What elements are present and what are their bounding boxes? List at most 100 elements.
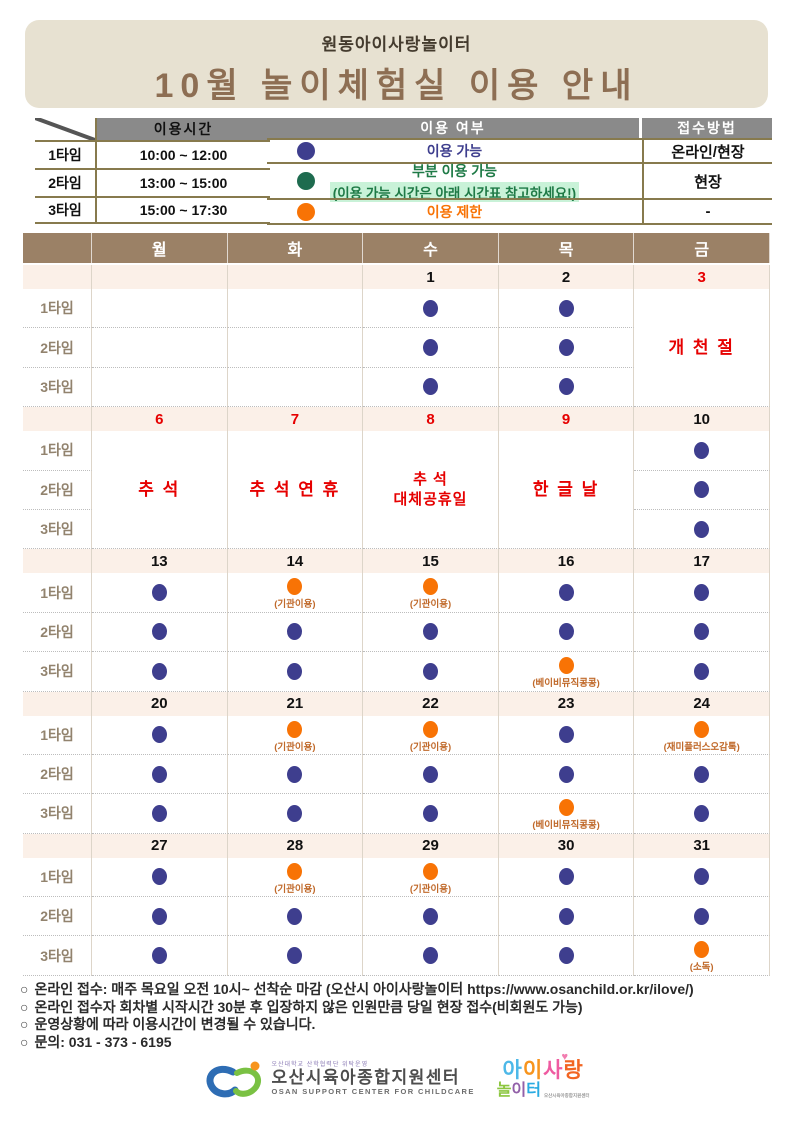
date-cell: 31 — [634, 833, 770, 858]
time-label-cell: 3타임 — [23, 509, 92, 550]
calendar-cell — [92, 794, 228, 834]
restricted-dot-icon — [558, 799, 574, 817]
holiday-label: 추 석 — [138, 479, 181, 499]
usage-time-table: 이용시간 1타임 10:00 ~ 12:00 2타임 13:00 ~ 15:00… — [35, 118, 270, 224]
available-dot-icon — [287, 662, 303, 680]
available-dot-icon — [558, 584, 574, 602]
restriction-note: (기관이용) — [409, 741, 452, 753]
restriction-note: (기관이용) — [409, 599, 452, 611]
time-label-cell: 2타임 — [23, 754, 92, 795]
calendar-cell: (기관이용) — [227, 715, 364, 755]
calendar-cell — [92, 612, 228, 653]
restriction-note: (기관이용) — [274, 741, 316, 753]
calendar-cell — [634, 652, 770, 692]
available-dot-icon — [694, 662, 710, 680]
time-label-cell: 1타임 — [23, 573, 92, 613]
calendar-cell — [634, 431, 770, 471]
calendar-cell: (기관이용) — [363, 573, 499, 613]
calendar-cell — [634, 470, 770, 510]
note-line: ○ 온라인 접수자 회차별 시작시간 30분 후 입장하지 않은 인원만큼 당일 … — [20, 999, 694, 1017]
calendar-cell: (기관이용) — [227, 573, 364, 613]
restricted-dot-icon — [422, 578, 438, 596]
date-cell: 27 — [92, 833, 228, 858]
date-label-cell — [23, 265, 92, 289]
calendar-cell — [498, 573, 635, 613]
sc-swoosh-icon — [207, 1061, 262, 1098]
date-cell: 20 — [92, 691, 228, 716]
calendar-cell — [363, 794, 499, 834]
time-label-cell: 1타임 — [23, 857, 92, 898]
available-dot-icon — [287, 804, 303, 822]
available-dot-icon — [694, 623, 710, 641]
calendar-cell — [363, 652, 499, 692]
available-dot-icon — [422, 947, 438, 965]
calendar-cell — [498, 715, 635, 755]
date-cell: 16 — [498, 549, 635, 574]
calendar-cell — [92, 754, 228, 795]
holiday-cell: 추 석 — [92, 431, 228, 550]
available-dot-icon — [558, 623, 574, 641]
availability-header: 이용 여부 — [267, 118, 642, 138]
calendar-cell — [498, 936, 635, 976]
available-dot-icon — [422, 804, 438, 822]
footer-notes: ○ 온라인 접수: 매주 목요일 오전 10시~ 선착순 마감 (오산시 아이사랑… — [20, 981, 694, 1051]
date-cell: 2 — [498, 265, 635, 289]
date-cell: 17 — [634, 549, 770, 574]
calendar-cell — [92, 857, 228, 898]
circle-bullet-icon: ○ — [20, 998, 29, 1015]
calendar-header-row: 월 화 수 목 금 — [23, 233, 770, 265]
holiday-label: 추 석 — [413, 471, 448, 489]
calendar-cell — [634, 794, 770, 834]
restriction-note: (재미플러스오감톡) — [663, 741, 740, 753]
logo-colored-char: 사 — [543, 1058, 564, 1082]
date-cell: 29 — [363, 833, 499, 858]
available-dot-icon — [287, 947, 303, 965]
date-cell: 6 — [92, 407, 228, 432]
calendar-week: 6 7 8 9 10 1타임 추 석 추 석 연 휴 추 석 대체공휴일 한 글 날 2타임 3타임 — [23, 407, 770, 550]
date-cell: 30 — [498, 833, 635, 858]
playground-wordmark: 놀이터 — [497, 1082, 541, 1099]
date-cell: 13 — [92, 549, 228, 574]
date-cell: 7 — [227, 407, 364, 432]
date-cell: 10 — [634, 407, 770, 432]
calendar-week: 27 28 29 30 31 1타임 (기관이용) (기관이용) 2타임 3타임 (소독) — [23, 833, 770, 976]
restricted-dot-icon — [297, 202, 315, 221]
available-dot-icon — [558, 726, 574, 744]
date-cell: 15 — [363, 549, 499, 574]
note-line: ○ 문의: 031 - 373 - 6195 — [20, 1034, 694, 1052]
calendar-cell — [634, 754, 770, 795]
available-dot-icon — [422, 765, 438, 783]
calendar-week: 20 21 22 23 24 1타임 (기관이용) (기관이용) (재미플러스오감톡) 2타임 3타… — [23, 691, 770, 834]
calendar-cell — [363, 754, 499, 795]
restricted-dot-icon — [287, 720, 303, 738]
available-dot-icon — [694, 907, 710, 925]
legend-row-restricted: 이용 제한 — [267, 198, 642, 225]
restricted-dot-icon — [287, 578, 303, 596]
available-dot-icon — [694, 584, 710, 602]
available-dot-icon — [151, 947, 167, 965]
note-text: 운영상황에 따라 이용시간이 변경될 수 있습니다. — [34, 1016, 316, 1033]
time-label-cell: 3타임 — [23, 367, 92, 408]
date-cell: 23 — [498, 691, 635, 716]
available-dot-icon — [422, 299, 438, 317]
osan-center-logo-text: 오산대학교 산학협력단 위탁운영 오산시육아종합지원센터 OSAN SUPPOR… — [271, 1062, 474, 1096]
footer-logos: 오산대학교 산학협력단 위탁운영 오산시육아종합지원센터 OSAN SUPPOR… — [0, 1051, 793, 1102]
time-label-cell: 2타임 — [23, 470, 92, 510]
restriction-note: (기관이용) — [274, 883, 316, 895]
legend-row-partial: 부분 이용 가능 (이용 가능 시간은 아래 시간표 참고하세요!) — [267, 162, 642, 202]
date-label-cell — [23, 407, 92, 432]
calendar-cell — [227, 367, 364, 408]
note-text: 문의: 031 - 373 - 6195 — [34, 1033, 172, 1050]
calendar-cell — [498, 857, 635, 898]
calendar-cell — [227, 328, 364, 368]
available-dot-icon — [694, 765, 710, 783]
date-cell — [227, 265, 364, 289]
date-cell: 1 — [363, 265, 499, 289]
time-label-cell: 3타임 — [23, 936, 92, 976]
usage-time-header: 이용시간 — [97, 118, 270, 140]
time-label-cell: 1타임 — [23, 715, 92, 755]
calendar-cell — [363, 897, 499, 937]
logo-english-name: OSAN SUPPORT CENTER FOR CHILDCARE — [271, 1086, 475, 1096]
calendar-cell — [227, 652, 364, 692]
note-line: ○ 온라인 접수: 매주 목요일 오전 10시~ 선착순 마감 (오산시 아이사랑… — [20, 981, 694, 999]
